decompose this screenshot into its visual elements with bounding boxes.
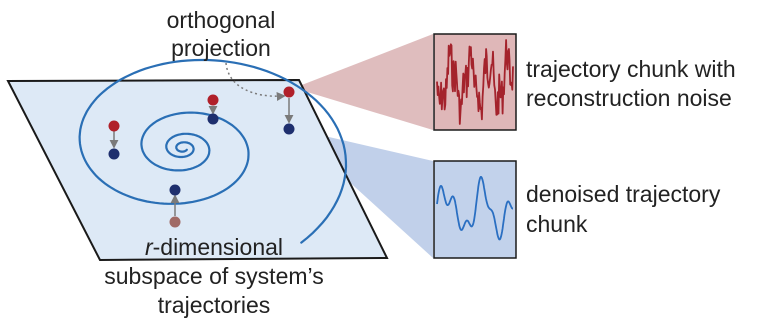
subspace-plane: [6, 78, 389, 262]
subspace-label-dimensional: -dimensional: [153, 234, 283, 260]
noisy-chunk-label-line1: trajectory chunk with: [526, 56, 736, 82]
denoised-trajectory-signal: [436, 176, 514, 241]
subspace-label-line1: r-dimensional: [145, 234, 283, 260]
projected-point-top: [207, 113, 219, 125]
projected-point-right: [283, 123, 295, 135]
noisy-point-bottom: [169, 216, 181, 228]
noisy-chunk-label-line2: reconstruction noise: [526, 85, 732, 111]
projected-point-bottom: [169, 184, 181, 196]
projected-point-left: [108, 148, 120, 160]
spiral-trajectory: [78, 58, 348, 244]
denoised-chunk-label-line2: chunk: [526, 211, 588, 237]
projection-label-line1: orthogonal: [167, 7, 276, 33]
subspace-label-line3: trajectories: [158, 292, 270, 318]
noisy-point-right: [283, 86, 295, 98]
projection-label-line2: projection: [171, 35, 271, 61]
noisy-point-left: [108, 120, 120, 132]
noisy-zoom-wedge: [294, 34, 433, 130]
subspace-label-r: r: [145, 234, 154, 260]
subspace-label-line2: subspace of system’s: [104, 263, 323, 289]
noisy-point-top: [207, 94, 219, 106]
denoised-chunk-label-line1: denoised trajectory: [526, 181, 721, 207]
noisy-trajectory-signal: [436, 39, 514, 125]
projection-pointer-arrow: [225, 62, 286, 101]
